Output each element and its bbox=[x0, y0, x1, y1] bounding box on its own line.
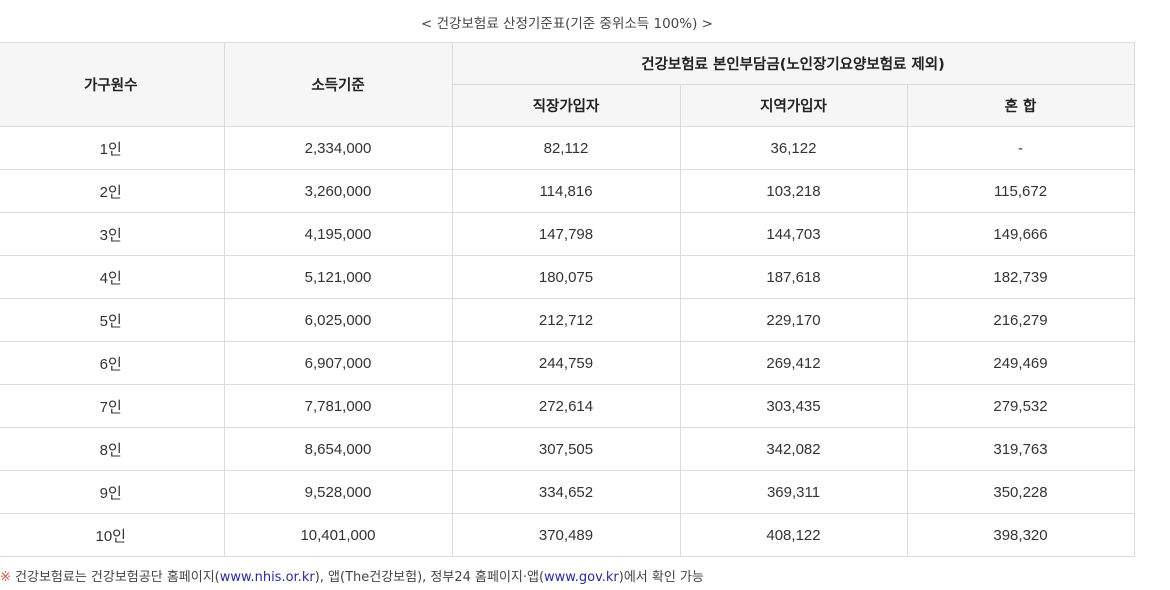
insurance-premium-table: 가구원수 소득기준 건강보험료 본인부담금(노인장기요양보험료 제외) 직장가입… bbox=[0, 42, 1135, 557]
cell-employee: 244,759 bbox=[451, 341, 681, 385]
cell-income: 6,907,000 bbox=[223, 341, 453, 385]
cell-household: 4인 bbox=[0, 255, 225, 299]
cell-household: 10인 bbox=[0, 513, 225, 557]
cell-mixed: 182,739 bbox=[906, 255, 1135, 299]
table-row: 10인 10,401,000 370,489 408,122 398,320 bbox=[0, 513, 1135, 557]
cell-regional: 36,122 bbox=[679, 126, 908, 170]
cell-household: 2인 bbox=[0, 169, 225, 213]
table-row: 6인 6,907,000 244,759 269,412 249,469 bbox=[0, 341, 1135, 385]
table-row: 7인 7,781,000 272,614 303,435 279,532 bbox=[0, 384, 1135, 428]
cell-employee: 334,652 bbox=[451, 470, 681, 514]
cell-income: 9,528,000 bbox=[223, 470, 453, 514]
note-text: 건강보험료는 건강보험공단 홈페이지( bbox=[10, 570, 220, 585]
cell-employee: 82,112 bbox=[451, 126, 681, 170]
cell-regional: 103,218 bbox=[679, 169, 908, 213]
cell-household: 6인 bbox=[0, 341, 225, 385]
cell-mixed: 398,320 bbox=[906, 513, 1135, 557]
note-text: )에서 확인 가능 bbox=[618, 570, 704, 585]
header-employee: 직장가입자 bbox=[452, 84, 681, 127]
cell-regional: 269,412 bbox=[679, 341, 908, 385]
nhis-link[interactable]: www.nhis.or.kr bbox=[219, 570, 315, 585]
header-mixed: 혼 합 bbox=[906, 84, 1135, 127]
header-household: 가구원수 bbox=[0, 42, 225, 127]
cell-regional: 408,122 bbox=[679, 513, 908, 557]
table-row: 4인 5,121,000 180,075 187,618 182,739 bbox=[0, 255, 1135, 299]
cell-employee: 180,075 bbox=[451, 255, 681, 299]
gov-link[interactable]: www.gov.kr bbox=[544, 570, 619, 585]
cell-mixed: 279,532 bbox=[906, 384, 1135, 428]
cell-mixed: 350,228 bbox=[906, 470, 1135, 514]
header-income: 소득기준 bbox=[223, 42, 453, 127]
header-regional: 지역가입자 bbox=[679, 84, 908, 127]
cell-employee: 114,816 bbox=[451, 169, 681, 213]
cell-income: 7,781,000 bbox=[223, 384, 453, 428]
cell-regional: 342,082 bbox=[679, 427, 908, 471]
cell-regional: 187,618 bbox=[679, 255, 908, 299]
cell-income: 6,025,000 bbox=[223, 298, 453, 342]
cell-household: 9인 bbox=[0, 470, 225, 514]
note-mark: ※ bbox=[0, 570, 11, 585]
table-caption: < 건강보험료 산정기준표(기준 중위소득 100%) > bbox=[421, 16, 713, 32]
cell-employee: 307,505 bbox=[451, 427, 681, 471]
header-premium-group: 건강보험료 본인부담금(노인장기요양보험료 제외) bbox=[451, 42, 1135, 85]
footnote: ※ 건강보험료는 건강보험공단 홈페이지(www.nhis.or.kr), 앱(… bbox=[0, 566, 704, 585]
cell-employee: 147,798 bbox=[451, 212, 681, 256]
cell-employee: 272,614 bbox=[451, 384, 681, 428]
cell-employee: 370,489 bbox=[451, 513, 681, 557]
cell-mixed: 249,469 bbox=[906, 341, 1135, 385]
cell-mixed: 149,666 bbox=[906, 212, 1135, 256]
cell-mixed: 319,763 bbox=[906, 427, 1135, 471]
cell-household: 5인 bbox=[0, 298, 225, 342]
cell-household: 3인 bbox=[0, 212, 225, 256]
cell-household: 8인 bbox=[0, 427, 225, 471]
table-row: 5인 6,025,000 212,712 229,170 216,279 bbox=[0, 298, 1135, 342]
cell-mixed: 216,279 bbox=[906, 298, 1135, 342]
cell-income: 8,654,000 bbox=[223, 427, 453, 471]
table-row: 1인 2,334,000 82,112 36,122 - bbox=[0, 126, 1135, 170]
cell-regional: 369,311 bbox=[679, 470, 908, 514]
cell-income: 5,121,000 bbox=[223, 255, 453, 299]
cell-income: 2,334,000 bbox=[223, 126, 453, 170]
note-text: ), 앱(The건강보험), 정부24 홈페이지·앱( bbox=[314, 570, 545, 585]
cell-mixed: 115,672 bbox=[906, 169, 1135, 213]
cell-regional: 303,435 bbox=[679, 384, 908, 428]
table-row: 2인 3,260,000 114,816 103,218 115,672 bbox=[0, 169, 1135, 213]
cell-regional: 229,170 bbox=[679, 298, 908, 342]
table-row: 8인 8,654,000 307,505 342,082 319,763 bbox=[0, 427, 1135, 471]
cell-income: 10,401,000 bbox=[223, 513, 453, 557]
cell-employee: 212,712 bbox=[451, 298, 681, 342]
cell-income: 3,260,000 bbox=[223, 169, 453, 213]
cell-household: 1인 bbox=[0, 126, 225, 170]
cell-regional: 144,703 bbox=[679, 212, 908, 256]
cell-mixed: - bbox=[906, 126, 1135, 170]
table-row: 3인 4,195,000 147,798 144,703 149,666 bbox=[0, 212, 1135, 256]
table-row: 9인 9,528,000 334,652 369,311 350,228 bbox=[0, 470, 1135, 514]
cell-income: 4,195,000 bbox=[223, 212, 453, 256]
cell-household: 7인 bbox=[0, 384, 225, 428]
